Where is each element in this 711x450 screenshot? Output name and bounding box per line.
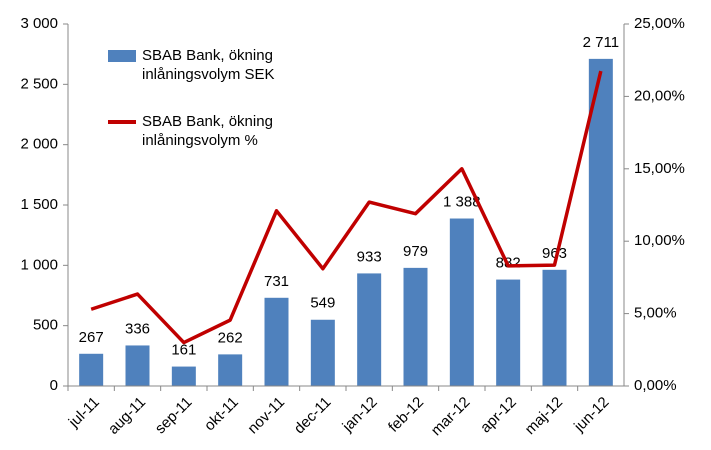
data-label: 963 — [542, 245, 567, 262]
x-tick-label: mar-12 — [428, 394, 474, 440]
legend-entry: SBAB Bank, ökning inlåningsvolym % — [108, 112, 317, 150]
x-tick-label: feb-12 — [385, 394, 427, 436]
y-tick-label: 3 000 — [20, 15, 58, 32]
bar — [403, 267, 428, 386]
y-tick-label: 1 000 — [20, 256, 58, 273]
x-tick-label: okt-11 — [201, 394, 242, 435]
legend-entry: SBAB Bank, ökning inlåningsvolym SEK — [108, 46, 317, 84]
data-label: 979 — [403, 243, 428, 260]
data-label: 161 — [171, 342, 196, 359]
data-label: 2 711 — [583, 34, 619, 51]
x-tick-label: jan-12 — [339, 394, 381, 436]
data-label: 262 — [218, 329, 243, 346]
bar — [310, 319, 335, 386]
bar — [542, 269, 567, 386]
legend-label: SBAB Bank, ökning inlåningsvolym % — [142, 113, 273, 149]
x-tick-label: dec-11 — [291, 394, 335, 438]
x-tick-label: apr-12 — [477, 394, 520, 437]
data-label: 731 — [264, 273, 289, 290]
y2-tick-label: 15,00% — [634, 160, 685, 177]
bar — [357, 273, 382, 386]
legend-swatch — [108, 120, 136, 124]
data-label: 549 — [310, 295, 335, 312]
y-tick-label: 2 000 — [20, 136, 58, 153]
y2-tick-label: 0,00% — [634, 377, 677, 394]
data-label: 267 — [79, 329, 104, 346]
bar — [264, 297, 289, 386]
x-tick-label: sep-11 — [152, 394, 196, 438]
line — [90, 70, 603, 345]
bar — [496, 279, 521, 386]
data-label: 933 — [357, 248, 382, 265]
y2-tick-label: 25,00% — [634, 15, 685, 32]
y-tick-label: 1 500 — [20, 196, 58, 213]
legend-swatch — [108, 50, 136, 62]
bar — [449, 218, 474, 386]
x-tick-label: nov-11 — [244, 394, 288, 438]
x-tick-label: maj-12 — [522, 394, 566, 438]
x-tick-label: jul-11 — [65, 394, 103, 432]
y-tick-label: 500 — [33, 317, 58, 334]
x-tick-label: jun-12 — [570, 394, 612, 436]
bar — [218, 354, 243, 386]
x-tick-label: aug-11 — [105, 394, 149, 438]
y2-tick-label: 10,00% — [634, 232, 685, 249]
bar — [125, 345, 150, 386]
y2-tick-label: 5,00% — [634, 305, 677, 322]
legend-label: SBAB Bank, ökning inlåningsvolym SEK — [142, 47, 275, 83]
bar — [79, 353, 104, 386]
data-label: 336 — [125, 320, 150, 337]
y-tick-label: 0 — [50, 377, 58, 394]
y-tick-label: 2 500 — [20, 75, 58, 92]
data-label: 1 388 — [443, 193, 481, 210]
bar — [171, 366, 196, 386]
bar — [588, 58, 613, 386]
y2-tick-label: 20,00% — [634, 87, 685, 104]
